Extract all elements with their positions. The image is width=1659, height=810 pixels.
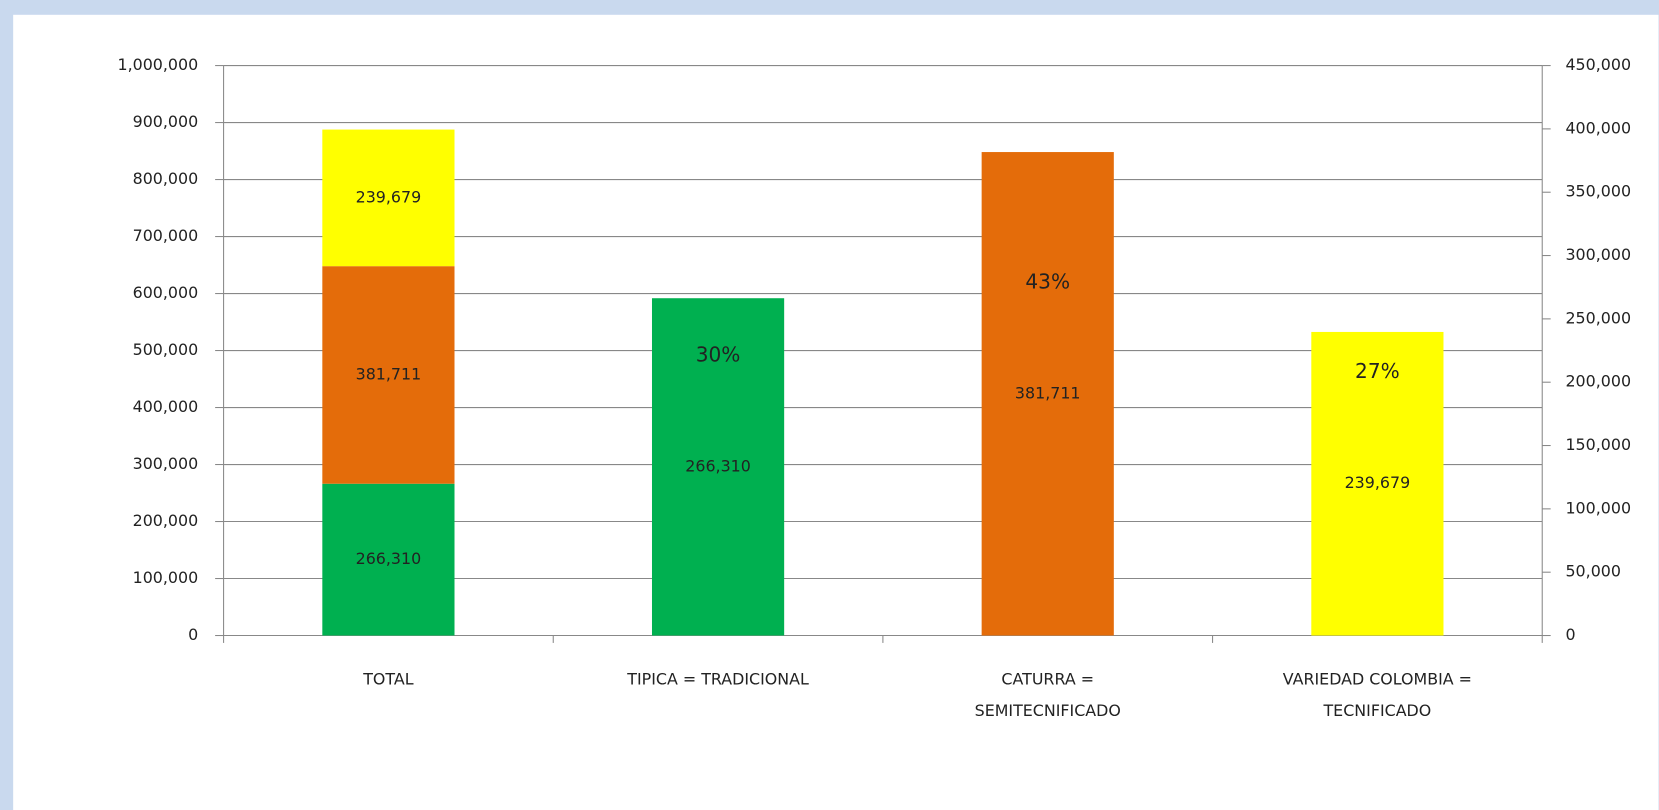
y2-tick-label: 300,000 [1565, 245, 1631, 264]
y2-tick-label: 450,000 [1565, 55, 1631, 74]
y2-tick-label: 200,000 [1565, 372, 1631, 391]
share-label: 27% [1355, 359, 1400, 383]
y2-tick-label: 100,000 [1565, 498, 1631, 517]
x-tick-label: TECNIFICADO [1323, 701, 1432, 720]
y2-tick-label: 0 [1565, 625, 1575, 644]
bar [322, 266, 455, 484]
bar [322, 129, 455, 267]
y-tick-label: 0 [188, 625, 198, 644]
share-label: 30% [696, 342, 741, 366]
y-tick-label: 100,000 [133, 568, 199, 587]
y-tick-label: 600,000 [133, 283, 199, 302]
y-tick-label: 700,000 [133, 226, 199, 245]
x-tick-label: TOTAL [362, 669, 413, 688]
y-tick-label: 300,000 [133, 454, 199, 473]
x-tick-label: VARIEDAD COLOMBIA = [1283, 669, 1472, 688]
bar [1311, 331, 1444, 636]
y-tick-label: 1,000,000 [117, 55, 198, 74]
y-tick-label: 800,000 [133, 169, 199, 188]
data-label: 381,711 [1015, 383, 1081, 402]
x-tick-label: TIPICA = TRADICIONAL [626, 669, 809, 688]
data-label: 266,310 [685, 456, 751, 475]
y-tick-label: 200,000 [133, 511, 199, 530]
y2-tick-label: 350,000 [1565, 182, 1631, 201]
y-tick-label: 500,000 [133, 340, 199, 359]
share-label: 43% [1025, 269, 1070, 293]
data-label: 239,679 [1345, 473, 1411, 492]
bar [322, 483, 455, 636]
x-tick-label: CATURRA = [1001, 669, 1094, 688]
data-label: 266,310 [356, 549, 422, 568]
x-tick-label: SEMITECNIFICADO [975, 701, 1121, 720]
y2-tick-label: 400,000 [1565, 118, 1631, 137]
y-tick-label: 900,000 [133, 112, 199, 131]
y2-tick-label: 50,000 [1565, 562, 1621, 581]
y2-tick-label: 250,000 [1565, 308, 1631, 327]
data-label: 381,711 [356, 364, 422, 383]
y2-tick-label: 150,000 [1565, 435, 1631, 454]
data-label: 239,679 [356, 187, 422, 206]
bar [981, 152, 1114, 636]
y-tick-label: 400,000 [133, 397, 199, 416]
bar [651, 298, 785, 636]
